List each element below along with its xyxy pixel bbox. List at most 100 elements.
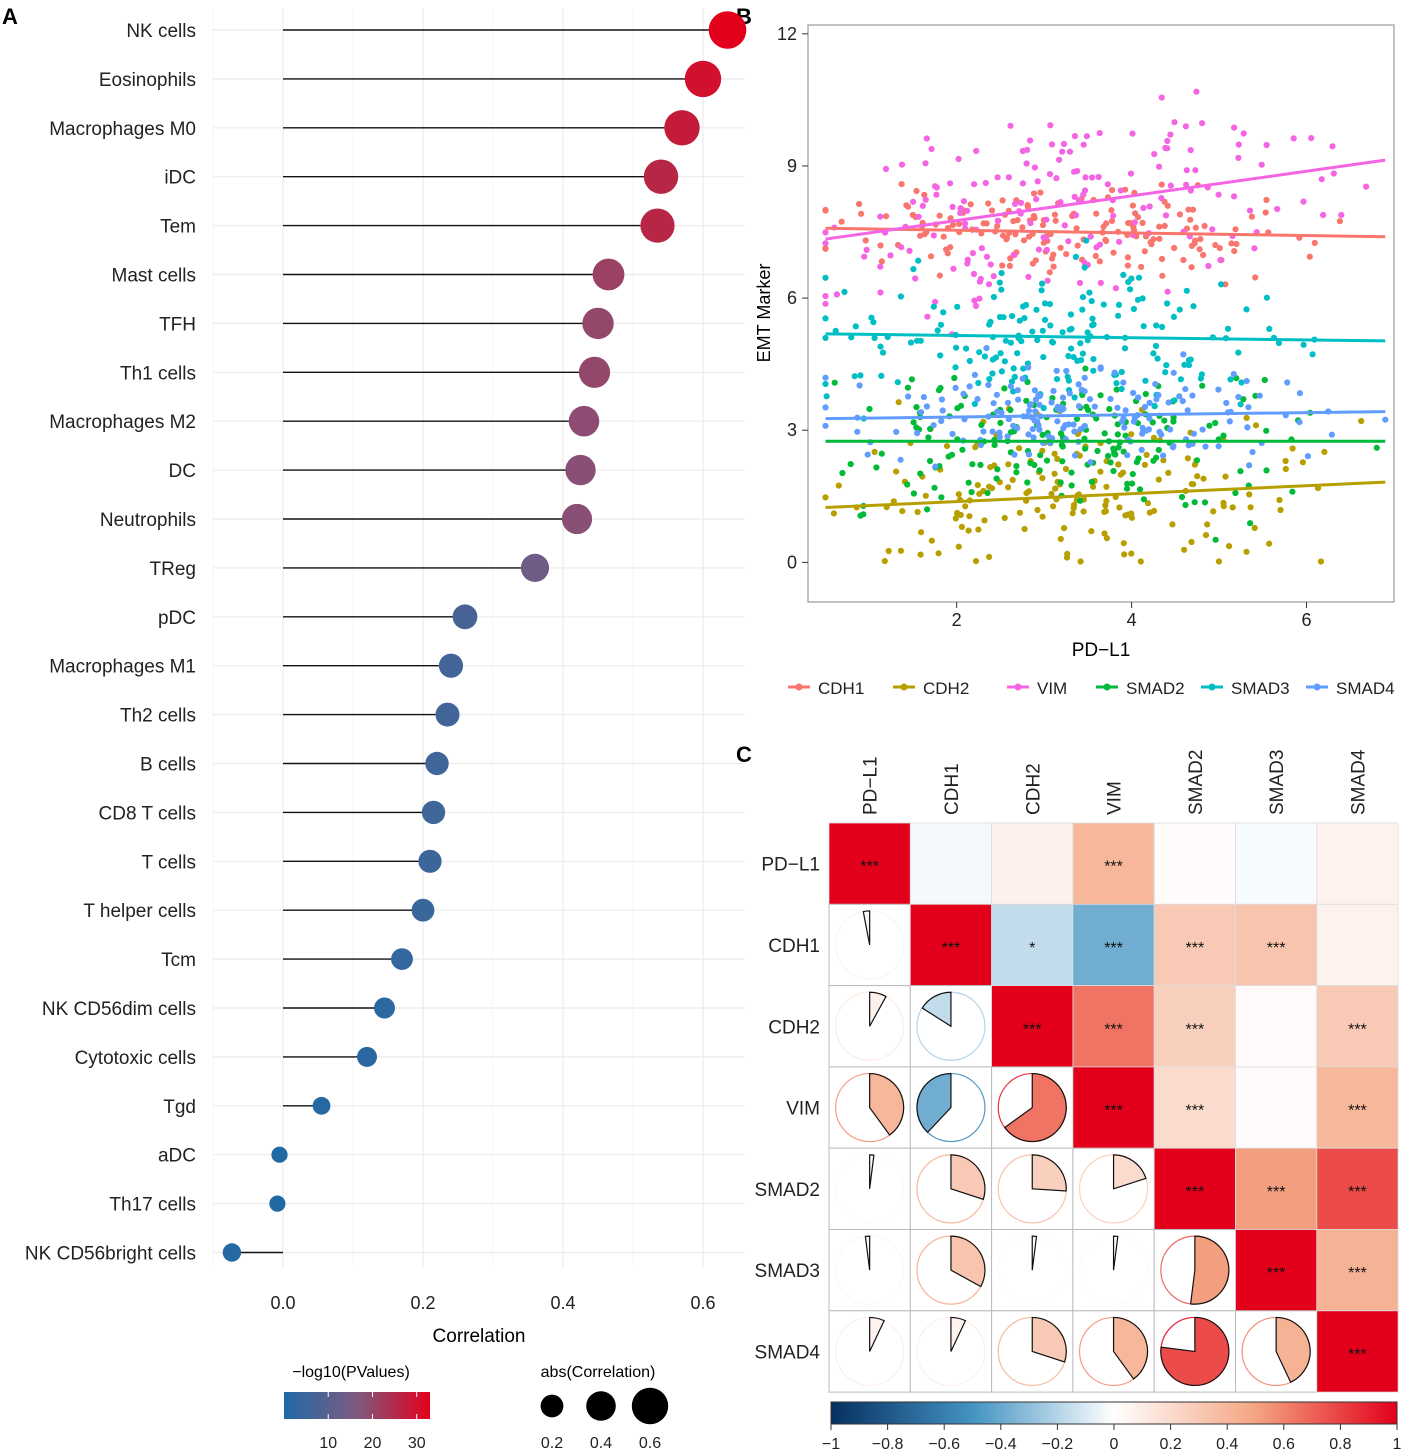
c-significance-mark: *** <box>1186 1021 1205 1038</box>
b-scatter-point <box>856 382 863 389</box>
b-scatter-point <box>1171 244 1178 252</box>
b-scatter-point <box>898 244 905 251</box>
b-legend-swatch-dot <box>1313 683 1321 691</box>
b-scatter-point <box>1300 198 1307 205</box>
a-category-label: DC <box>169 461 196 482</box>
c-heat-cell <box>1235 1229 1318 1312</box>
b-scatter-point <box>965 479 972 486</box>
b-scatter-point <box>975 379 982 387</box>
b-scatter-point <box>866 405 873 413</box>
b-scatter-point <box>955 491 962 498</box>
c-row-label: SMAD3 <box>755 1261 820 1282</box>
b-scatter-point <box>960 390 967 397</box>
b-legend-swatch-dot <box>900 683 908 691</box>
a-lollipop-point <box>418 849 442 873</box>
b-scatter-point <box>971 400 978 408</box>
b-scatter-point <box>1193 88 1200 95</box>
b-scatter-point <box>1192 167 1199 174</box>
b-scatter-point <box>1031 164 1038 171</box>
b-scatter-point <box>1243 414 1250 421</box>
b-scatter-point <box>1235 141 1242 148</box>
b-scatter-point <box>1051 470 1058 477</box>
b-scatter-point <box>989 356 997 363</box>
c-significance-mark: *** <box>1104 859 1123 876</box>
b-scatter-point <box>1138 263 1145 270</box>
c-pie-wedge <box>862 910 871 946</box>
b-scatter-point <box>982 179 989 187</box>
b-scatter-point <box>1006 262 1014 269</box>
b-scatter-point <box>903 202 910 209</box>
c-significance-mark: *** <box>1348 1265 1367 1282</box>
b-scatter-point <box>1071 193 1078 200</box>
b-scatter-point <box>1054 455 1061 463</box>
a-size-legend-label: 0.6 <box>639 1435 661 1452</box>
b-scatter-point <box>1249 449 1256 456</box>
b-scatter-point <box>1088 298 1095 305</box>
b-scatter-point <box>984 489 991 497</box>
b-scatter-point <box>999 262 1006 269</box>
b-scatter-point <box>934 327 941 334</box>
b-scatter-point <box>913 404 920 411</box>
b-scatter-point <box>990 400 997 407</box>
b-scatter-point <box>1092 252 1099 260</box>
b-scatter-point <box>1284 379 1291 386</box>
b-scatter-point <box>1007 429 1015 436</box>
b-scatter-point <box>1164 300 1171 307</box>
b-scatter-point <box>1036 401 1043 408</box>
b-scatter-point <box>877 343 884 350</box>
b-scatter-point <box>1070 354 1077 361</box>
b-scatter-point <box>1251 245 1258 252</box>
b-scatter-point <box>1129 480 1136 487</box>
b-scatter-point <box>1199 382 1206 389</box>
c-heat-cell <box>1153 822 1236 905</box>
b-scatter-point <box>1156 163 1163 170</box>
c-significance-mark: *** <box>1186 1103 1205 1120</box>
b-scatter-point <box>831 379 838 386</box>
b-scatter-point <box>1318 176 1325 183</box>
b-scatter-point <box>1190 481 1197 488</box>
b-scatter-point <box>970 270 978 278</box>
b-scatter-point <box>1017 199 1025 206</box>
b-scatter-point <box>1029 328 1036 335</box>
c-pie-wedge <box>916 1072 952 1134</box>
b-scatter-point <box>1087 233 1094 240</box>
b-scatter-point <box>1338 211 1345 219</box>
b-scatter-point <box>955 543 962 550</box>
b-scatter-point <box>878 258 885 265</box>
b-scatter-point <box>1263 427 1270 434</box>
b-scatter-point <box>920 394 928 401</box>
b-scatter-point <box>857 372 864 379</box>
c-row-label: VIM <box>786 1099 820 1120</box>
c-column-label: SMAD3 <box>1267 750 1288 815</box>
b-scatter-point <box>1059 394 1067 401</box>
panel-b-scatter-chart: 2 4 6 0 3 6 9 12 PD−L1 EMT Marker CDH1 CDH2 VIM SM… <box>754 24 1395 698</box>
b-scatter-point <box>1171 397 1178 404</box>
b-scatter-point <box>832 327 839 334</box>
b-scatter-point <box>1028 401 1035 408</box>
b-scatter-point <box>994 217 1001 224</box>
c-heat-cell <box>991 822 1074 905</box>
b-scatter-point <box>937 384 944 392</box>
b-scatter-point <box>1308 135 1315 142</box>
b-scatter-point <box>822 229 829 236</box>
b-scatter-point <box>1164 145 1171 152</box>
b-scatter-point <box>1053 175 1060 182</box>
b-scatter-point <box>921 191 928 198</box>
b-scatter-point <box>1143 451 1150 458</box>
b-scatter-point <box>1120 415 1127 422</box>
b-scatter-point <box>1142 377 1149 384</box>
b-scatter-point <box>1089 315 1096 322</box>
b-scatter-point <box>964 207 971 214</box>
b-scatter-point <box>1160 452 1167 459</box>
b-scatter-point <box>996 279 1003 286</box>
c-pie-wedge <box>869 1316 885 1352</box>
b-scatter-point <box>928 145 935 153</box>
b-scatter-point <box>1074 167 1081 175</box>
b-scatter-point <box>1235 349 1242 356</box>
b-scatter-point <box>1317 558 1325 565</box>
c-significance-mark: *** <box>942 940 961 957</box>
c-colorbar-label: 0.4 <box>1216 1436 1238 1453</box>
b-scatter-point <box>1103 483 1110 490</box>
b-scatter-point <box>871 334 878 342</box>
b-scatter-point <box>1215 558 1223 565</box>
